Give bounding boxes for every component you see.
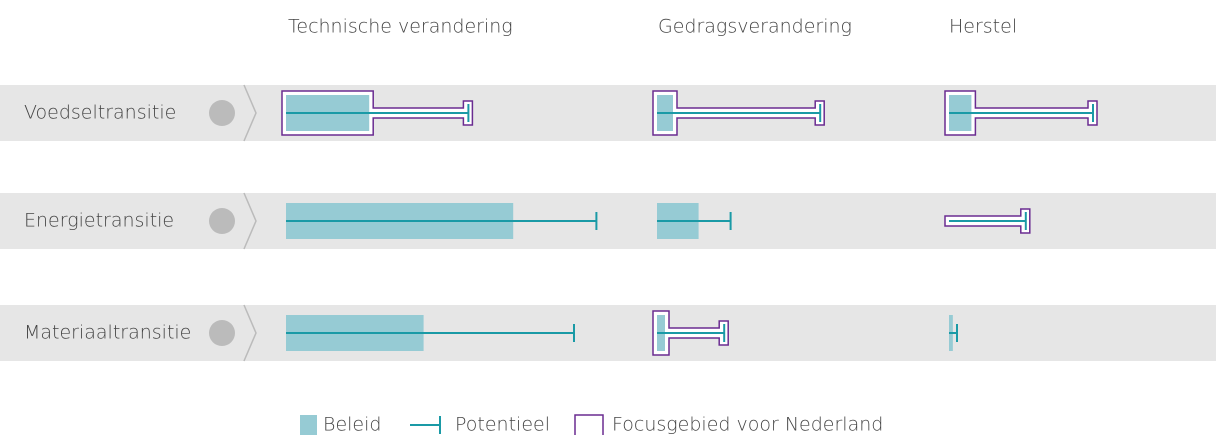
row-icon [209,320,235,346]
row-label: Materiaaltransitie [24,322,191,344]
chevron [243,304,257,362]
row-label: Voedseltransitie [24,102,176,124]
column-header: Technische verandering [288,16,513,38]
row-icon [209,208,235,234]
row-band [0,193,1216,249]
row-label: Energietransitie [24,210,174,232]
column-header: Herstel [949,16,1017,38]
legend-swatch [300,415,317,435]
legend-label: Focusgebied voor Nederland [612,414,883,435]
chevron [243,192,257,250]
legend-label: Beleid [323,414,381,435]
row-band [0,305,1216,361]
legend-label: Potentieel [455,414,550,435]
chevron [243,84,257,142]
column-header: Gedragsverandering [658,16,852,38]
row-icon [209,100,235,126]
legend-swatch [574,414,604,435]
